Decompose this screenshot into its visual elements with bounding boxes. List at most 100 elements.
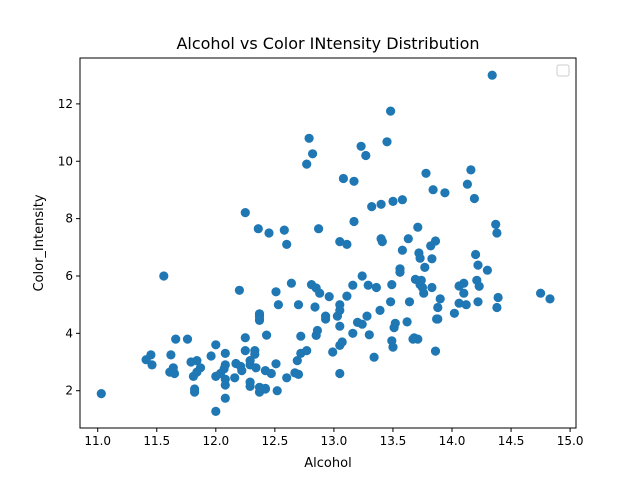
data-point: [357, 319, 367, 329]
data-point: [349, 176, 359, 186]
data-point: [466, 165, 476, 175]
data-point: [312, 325, 322, 336]
data-point: [413, 222, 423, 232]
data-point: [487, 70, 497, 80]
x-tick-label: 15.0: [557, 434, 584, 448]
data-point: [348, 328, 358, 338]
data-point: [428, 185, 438, 195]
data-point: [342, 239, 352, 249]
data-point: [271, 359, 281, 369]
y-tick-label: 2: [65, 384, 73, 398]
data-point: [211, 406, 221, 416]
data-point: [262, 330, 272, 340]
chart-title: Alcohol vs Color INtensity Distribution: [176, 34, 479, 53]
data-point: [427, 282, 437, 293]
data-point: [362, 311, 372, 321]
data-point: [397, 245, 407, 255]
data-point: [492, 302, 502, 313]
x-tick-label: 14.5: [498, 434, 525, 448]
data-point: [240, 333, 250, 343]
data-point: [410, 274, 420, 284]
y-axis-label: Color_Intensity: [32, 194, 47, 291]
data-point: [338, 173, 348, 184]
data-point: [335, 321, 345, 331]
data-point: [251, 363, 261, 373]
data-point: [321, 311, 331, 321]
data-point: [536, 288, 546, 298]
data-point: [195, 363, 206, 373]
data-point: [237, 366, 247, 376]
data-point: [369, 352, 379, 362]
data-point: [304, 133, 314, 143]
x-tick-label: 11.0: [84, 434, 111, 448]
data-point: [440, 188, 450, 198]
data-point: [420, 262, 430, 272]
x-tick-label: 13.0: [321, 434, 348, 448]
data-point: [482, 265, 492, 275]
data-point: [240, 208, 250, 218]
data-point: [471, 249, 481, 260]
data-point: [96, 389, 106, 399]
data-point: [211, 340, 221, 350]
data-point: [469, 193, 479, 204]
data-point: [182, 334, 193, 344]
data-point: [250, 346, 260, 356]
data-point: [310, 302, 320, 312]
data-point: [147, 360, 157, 370]
data-point: [415, 253, 425, 263]
y-tick-label: 10: [58, 154, 73, 168]
data-point: [220, 393, 230, 403]
data-point: [308, 149, 318, 159]
data-point: [292, 356, 302, 366]
data-point: [361, 150, 371, 161]
data-point: [302, 346, 312, 356]
data-point: [376, 234, 386, 244]
y-axis: 2 4 6 8 10 12: [58, 97, 80, 398]
data-point: [364, 330, 374, 340]
data-point: [282, 373, 292, 383]
data-point: [314, 224, 324, 234]
data-point: [357, 271, 367, 281]
data-point: [165, 367, 175, 377]
data-point: [371, 282, 381, 293]
data-point: [386, 106, 396, 116]
data-point: [348, 280, 358, 290]
data-point: [215, 368, 226, 379]
data-point: [472, 275, 482, 285]
data-point: [473, 297, 483, 307]
data-point: [426, 241, 436, 251]
data-point: [363, 280, 373, 290]
data-point: [296, 331, 306, 341]
data-point: [220, 348, 230, 358]
data-point: [404, 297, 415, 307]
data-point: [387, 336, 397, 346]
x-tick-label: 12.5: [261, 434, 288, 448]
data-point: [190, 387, 200, 397]
data-point: [427, 254, 437, 264]
data-point: [328, 347, 338, 357]
data-point: [271, 287, 281, 297]
data-point: [421, 168, 431, 178]
data-point: [279, 225, 289, 235]
y-tick-label: 4: [65, 326, 73, 340]
data-point: [302, 159, 312, 169]
y-tick-label: 6: [65, 269, 73, 283]
data-point: [408, 334, 418, 344]
data-point: [492, 228, 502, 238]
data-point: [311, 283, 321, 293]
x-tick-label: 11.5: [143, 434, 170, 448]
data-point: [388, 196, 398, 206]
data-point: [240, 346, 250, 356]
data-point: [234, 285, 244, 295]
points-layer: [96, 70, 555, 416]
data-point: [449, 308, 459, 318]
data-point: [342, 291, 352, 301]
data-point: [545, 294, 555, 304]
data-point: [461, 300, 471, 310]
data-point: [382, 137, 392, 147]
data-point: [245, 377, 255, 387]
data-point: [290, 368, 300, 378]
data-point: [166, 350, 176, 360]
